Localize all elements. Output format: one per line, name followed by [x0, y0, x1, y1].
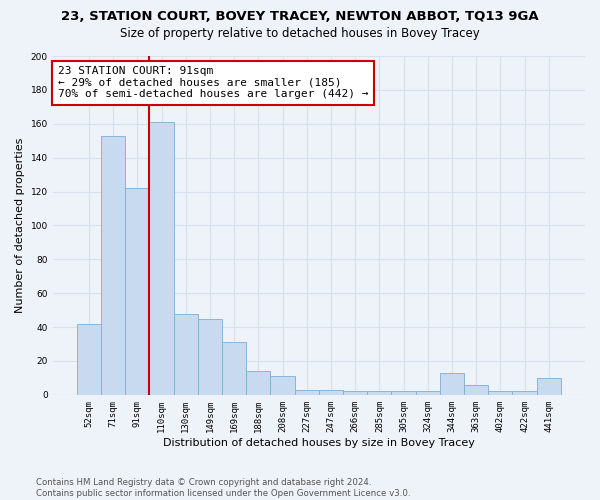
Bar — [198, 318, 222, 395]
Bar — [77, 324, 101, 395]
Text: Contains HM Land Registry data © Crown copyright and database right 2024.
Contai: Contains HM Land Registry data © Crown c… — [36, 478, 410, 498]
Y-axis label: Number of detached properties: Number of detached properties — [15, 138, 25, 313]
Bar — [101, 136, 125, 395]
Bar — [295, 390, 319, 395]
Text: 23, STATION COURT, BOVEY TRACEY, NEWTON ABBOT, TQ13 9GA: 23, STATION COURT, BOVEY TRACEY, NEWTON … — [61, 10, 539, 23]
Bar — [173, 314, 198, 395]
Bar — [125, 188, 149, 395]
Bar — [536, 378, 561, 395]
Bar — [149, 122, 173, 395]
Bar — [246, 371, 271, 395]
Bar — [222, 342, 246, 395]
Bar — [440, 373, 464, 395]
Bar — [464, 384, 488, 395]
Text: Size of property relative to detached houses in Bovey Tracey: Size of property relative to detached ho… — [120, 28, 480, 40]
Bar — [367, 392, 391, 395]
Bar — [512, 392, 536, 395]
Bar — [391, 392, 416, 395]
X-axis label: Distribution of detached houses by size in Bovey Tracey: Distribution of detached houses by size … — [163, 438, 475, 448]
Bar — [271, 376, 295, 395]
Text: 23 STATION COURT: 91sqm
← 29% of detached houses are smaller (185)
70% of semi-d: 23 STATION COURT: 91sqm ← 29% of detache… — [58, 66, 368, 100]
Bar — [343, 392, 367, 395]
Bar — [319, 390, 343, 395]
Bar — [488, 392, 512, 395]
Bar — [416, 392, 440, 395]
